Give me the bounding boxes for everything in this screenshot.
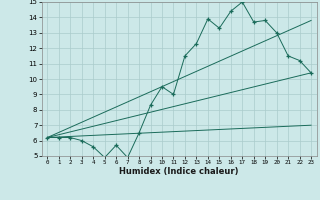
X-axis label: Humidex (Indice chaleur): Humidex (Indice chaleur) bbox=[119, 167, 239, 176]
